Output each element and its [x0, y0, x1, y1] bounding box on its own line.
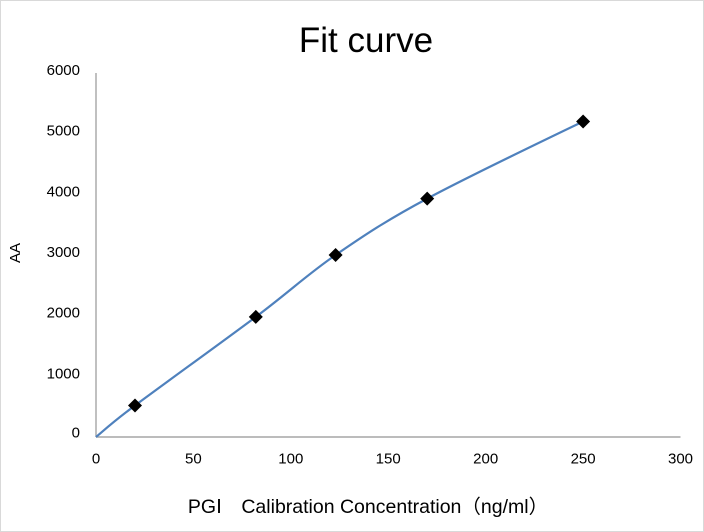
- svg-text:6000: 6000: [47, 62, 80, 79]
- svg-text:300: 300: [668, 451, 693, 468]
- svg-text:200: 200: [473, 451, 498, 468]
- svg-text:150: 150: [376, 451, 401, 468]
- svg-text:5000: 5000: [47, 123, 80, 140]
- svg-text:AA: AA: [7, 243, 24, 263]
- svg-text:100: 100: [278, 451, 303, 468]
- svg-text:1000: 1000: [47, 365, 80, 382]
- svg-text:3000: 3000: [47, 244, 80, 261]
- svg-text:PGⅠ Calibration Concentration（: PGⅠ Calibration Concentration（ng/ml）: [188, 496, 548, 518]
- svg-text:2000: 2000: [47, 305, 80, 322]
- svg-text:50: 50: [185, 451, 202, 468]
- svg-text:0: 0: [72, 425, 80, 442]
- svg-text:0: 0: [92, 451, 100, 468]
- svg-text:4000: 4000: [47, 183, 80, 200]
- svg-text:250: 250: [571, 451, 596, 468]
